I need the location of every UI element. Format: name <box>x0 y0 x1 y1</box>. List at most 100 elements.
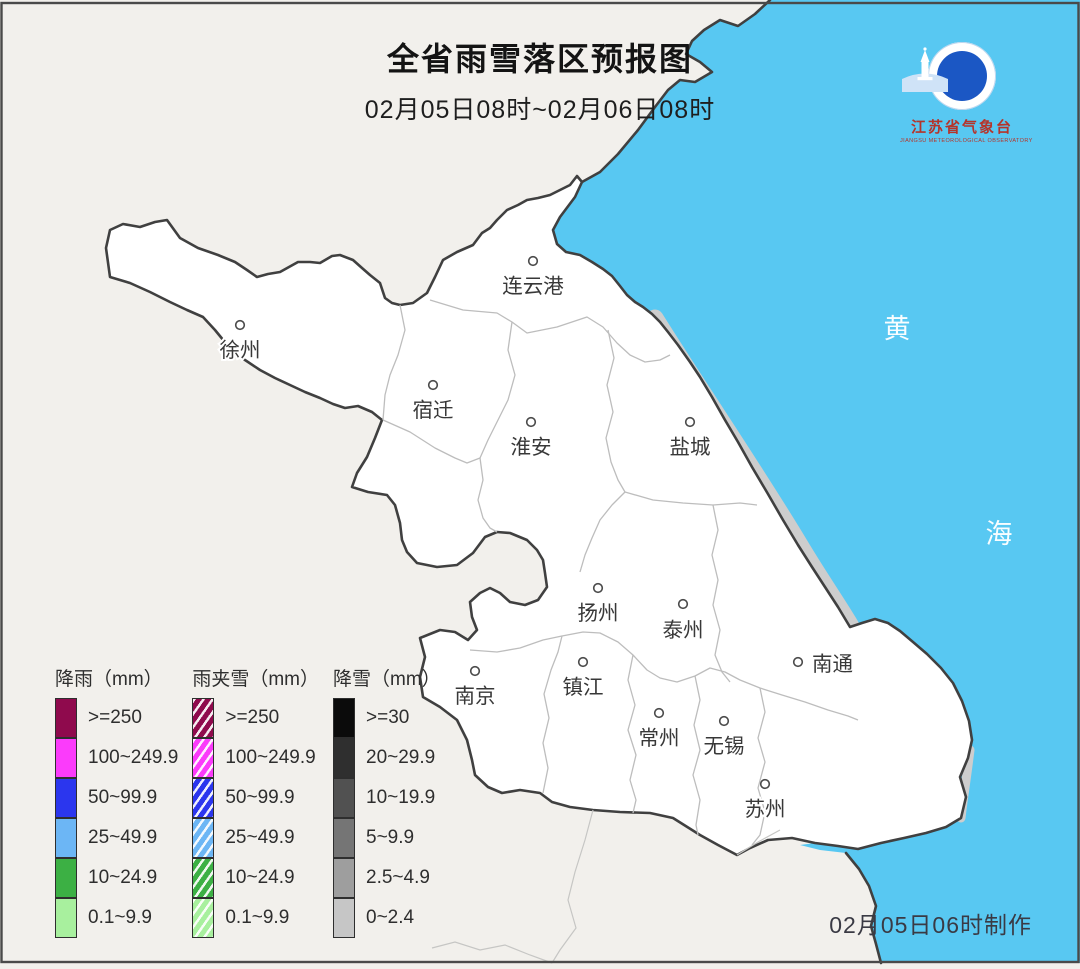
legend-range-label: 10~24.9 <box>225 867 295 888</box>
sea-name-char: 黄 <box>884 314 911 344</box>
city-marker <box>234 319 246 331</box>
sea-name-char: 海 <box>986 519 1013 549</box>
legend-row: >=30 <box>333 697 441 738</box>
agency-emblem-icon <box>902 42 996 110</box>
legend-column-1: 雨夹雪（mm） >=250 100~249.9 50~99.9 25~49.9 10~24… <box>192 664 319 938</box>
legend-range-label: 50~99.9 <box>88 787 158 808</box>
city-marker <box>677 598 689 610</box>
legend-title: 降雪（mm） <box>333 669 441 690</box>
legend-swatch <box>55 737 77 778</box>
legend-title: 雨夹雪（mm） <box>192 669 319 690</box>
city-marker <box>718 715 730 727</box>
city-label: 宿迁 <box>413 399 454 422</box>
city-label: 无锡 <box>704 735 745 758</box>
city-label: 苏州 <box>745 798 786 821</box>
legend-swatch <box>55 817 77 858</box>
legend-row: 25~49.9 <box>192 817 319 858</box>
legend-title: 降雨（mm） <box>55 669 163 690</box>
city-marker <box>592 582 604 594</box>
legend-swatch <box>333 697 355 738</box>
city-label: 镇江 <box>563 676 604 699</box>
production-timestamp: 02月05日06时制作 <box>829 912 1032 938</box>
legend-range-label: >=250 <box>225 707 280 728</box>
legend-row: 10~19.9 <box>333 777 441 818</box>
legend-range-label: 25~49.9 <box>88 827 158 848</box>
legend-range-label: 50~99.9 <box>225 787 295 808</box>
legend-swatch <box>55 897 77 938</box>
city-marker <box>653 707 665 719</box>
shanghai-coastline <box>844 851 883 965</box>
legend-swatch <box>192 817 215 858</box>
city-marker <box>759 778 771 790</box>
legend-range-label: 0~2.4 <box>366 907 415 928</box>
city-marker <box>684 416 696 428</box>
legend-swatch <box>55 777 77 818</box>
legend-range-label: 100~249.9 <box>225 747 316 768</box>
legend-row: 20~29.9 <box>333 737 441 778</box>
city-label: 南京 <box>455 685 496 708</box>
legend-row: 0.1~9.9 <box>55 897 178 938</box>
agency-name-cn: 江苏省气象台 <box>910 119 1013 136</box>
legend-column-2: 降雪（mm） >=30 20~29.9 10~19.9 5~9.9 2.5~4.9 0~2.… <box>333 664 441 938</box>
city-label: 徐州 <box>220 339 261 362</box>
legend-swatch <box>55 857 77 898</box>
neighbor-boundaries <box>431 809 781 964</box>
city-marker <box>525 416 537 428</box>
legend-swatch <box>192 697 215 738</box>
legend-range-label: 2.5~4.9 <box>366 867 430 888</box>
legend-row: 5~9.9 <box>333 817 441 858</box>
legend-swatch <box>333 737 355 778</box>
city-boundaries <box>382 299 859 846</box>
shandong-coastline <box>580 0 772 184</box>
legend-range-label: 100~249.9 <box>88 747 179 768</box>
legend-range-label: >=250 <box>88 707 142 728</box>
sea-label-layer: 黄海 <box>884 314 1013 549</box>
legend-range-label: >=30 <box>366 707 410 728</box>
city-label: 南通 <box>812 653 853 676</box>
jiangsu-province-outline <box>104 174 974 857</box>
legend-row: 50~99.9 <box>55 777 178 818</box>
legend-swatch <box>192 777 215 818</box>
legend-row: >=250 <box>55 697 178 738</box>
legend-row: 100~249.9 <box>192 737 319 778</box>
legend-area: 降雨（mm） >=250 100~249.9 50~99.9 25~49.9 10~24.… <box>55 664 441 938</box>
pagoda-icon <box>902 47 948 92</box>
city-label: 扬州 <box>578 602 619 625</box>
legend-row: >=250 <box>192 697 319 738</box>
agency-logo: 江苏省气象台 JIANGSU METEOROLOGICAL OBSERVATOR… <box>900 42 1033 144</box>
legend-row: 10~24.9 <box>192 857 319 898</box>
legend-swatch <box>55 697 77 738</box>
legend-swatch <box>333 817 355 858</box>
legend-row: 10~24.9 <box>55 857 178 898</box>
legend-range-label: 10~19.9 <box>366 787 436 808</box>
legend-range-label: 10~24.9 <box>88 867 158 888</box>
legend-row: 0~2.4 <box>333 897 441 938</box>
legend-range-label: 20~29.9 <box>366 747 436 768</box>
city-label: 连云港 <box>502 275 564 298</box>
city-marker <box>527 255 539 267</box>
city-marker <box>427 379 439 391</box>
city-label: 淮安 <box>511 436 552 459</box>
legend-swatch <box>333 857 355 898</box>
legend-row: 25~49.9 <box>55 817 178 858</box>
legend-swatch <box>192 897 215 938</box>
agency-name-en: JIANGSU METEOROLOGICAL OBSERVATORY <box>900 138 1033 144</box>
legend-row: 100~249.9 <box>55 737 179 778</box>
legend-swatch <box>192 857 215 898</box>
city-label: 常州 <box>639 727 680 750</box>
city-label: 泰州 <box>663 619 704 642</box>
legend-range-label: 25~49.9 <box>225 827 295 848</box>
legend-range-label: 0.1~9.9 <box>88 907 152 928</box>
legend-swatch <box>192 737 215 778</box>
legend-column-0: 降雨（mm） >=250 100~249.9 50~99.9 25~49.9 10~24.… <box>55 664 178 938</box>
legend-swatch <box>333 777 355 818</box>
legend-row: 2.5~4.9 <box>333 857 441 898</box>
legend-range-label: 5~9.9 <box>366 827 415 848</box>
legend-range-label: 0.1~9.9 <box>225 907 290 928</box>
city-label: 盐城 <box>670 436 711 459</box>
sea-area <box>553 0 1080 963</box>
